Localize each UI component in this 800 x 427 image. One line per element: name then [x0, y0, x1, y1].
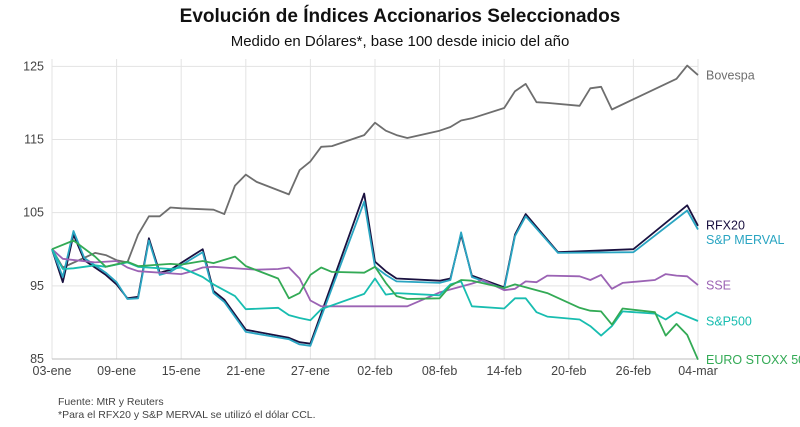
x-tick-label: 09-ene [97, 364, 136, 378]
x-tick-label: 03-ene [33, 364, 72, 378]
series-line-s-p-merval [51, 200, 699, 347]
x-tick-label: 08-feb [422, 364, 457, 378]
x-tick-label: 02-feb [357, 364, 392, 378]
series-line-s-p500 [51, 248, 699, 337]
x-tick-label: 27-ene [291, 364, 330, 378]
y-tick-label: 85 [30, 352, 44, 366]
series-label-s-p500: S&P500 [706, 314, 752, 328]
chart-title: Evolución de Índices Accionarios Selecci… [179, 6, 621, 27]
series-label-s-p-merval: S&P MERVAL [706, 233, 785, 247]
series-line-bovespa [51, 64, 699, 269]
x-tick-label: 04-mar [678, 364, 718, 378]
x-tick-label: 20-feb [551, 364, 586, 378]
y-tick-label: 125 [23, 59, 44, 73]
series-line-sse [51, 248, 699, 308]
y-tick-label: 115 [24, 132, 44, 146]
chart-subtitle: Medido en Dólares*, base 100 desde inici… [230, 33, 570, 50]
x-tick-label: 21-ene [226, 364, 265, 378]
y-tick-label: 95 [30, 279, 44, 293]
series-label-sse: SSE [706, 279, 731, 293]
source-note: Fuente: MtR y Reuters [58, 396, 164, 408]
series-label-rfx20: RFX20 [706, 218, 745, 232]
y-tick-label: 105 [23, 206, 44, 220]
series-label-bovespa: Bovespa [706, 69, 755, 83]
x-tick-label: 14-feb [486, 364, 521, 378]
series-line-euro-stoxx-50 [51, 239, 699, 361]
fx-note: *Para el RFX20 y S&P MERVAL se utilizó e… [58, 409, 316, 421]
chart-notes: Fuente: MtR y Reuters *Para el RFX20 y S… [58, 396, 316, 422]
x-tick-label: 26-feb [616, 364, 651, 378]
series-label-euro-stoxx-50: EURO STOXX 50 [706, 353, 800, 367]
x-tick-label: 15-ene [162, 364, 201, 378]
